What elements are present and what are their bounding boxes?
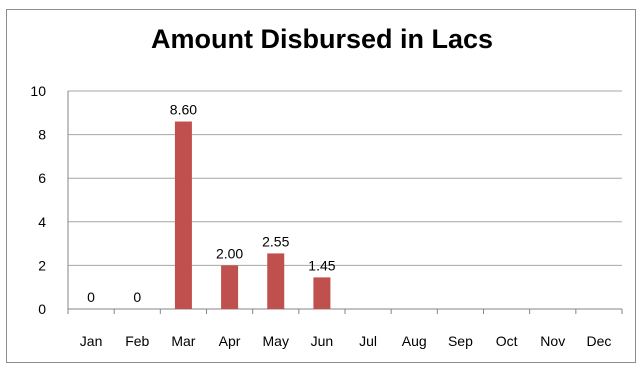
y-tick-label: 0 <box>38 301 46 317</box>
x-tick-label: Dec <box>586 333 611 349</box>
bar <box>267 253 285 309</box>
y-tick-label: 8 <box>38 127 46 143</box>
x-tick-label: Jan <box>80 333 103 349</box>
x-tick-label: Nov <box>540 333 565 349</box>
data-label: 8.60 <box>170 102 197 118</box>
x-tick-label: Mar <box>171 333 195 349</box>
y-tick-label: 6 <box>38 170 46 186</box>
x-tick-label: Jun <box>311 333 334 349</box>
bar <box>313 277 331 309</box>
x-tick-label: Feb <box>125 333 149 349</box>
bar <box>174 121 192 310</box>
y-tick-label: 10 <box>30 83 46 99</box>
x-tick-label: Apr <box>219 333 241 349</box>
x-tick-label: Jul <box>359 333 377 349</box>
data-label: 2.55 <box>262 233 289 249</box>
data-label: 2.00 <box>216 245 243 261</box>
x-tick-label: Oct <box>496 333 518 349</box>
data-label: 1.45 <box>308 257 335 273</box>
x-tick-label: Aug <box>402 333 427 349</box>
x-tick-label: Sep <box>448 333 473 349</box>
y-tick-label: 2 <box>38 257 46 273</box>
data-label: 0 <box>87 289 95 305</box>
y-tick-label: 4 <box>38 214 46 230</box>
x-tick-label: May <box>263 333 289 349</box>
chart-title: Amount Disbursed in Lacs <box>150 24 494 54</box>
data-label: 0 <box>133 289 141 305</box>
bar <box>221 265 239 309</box>
